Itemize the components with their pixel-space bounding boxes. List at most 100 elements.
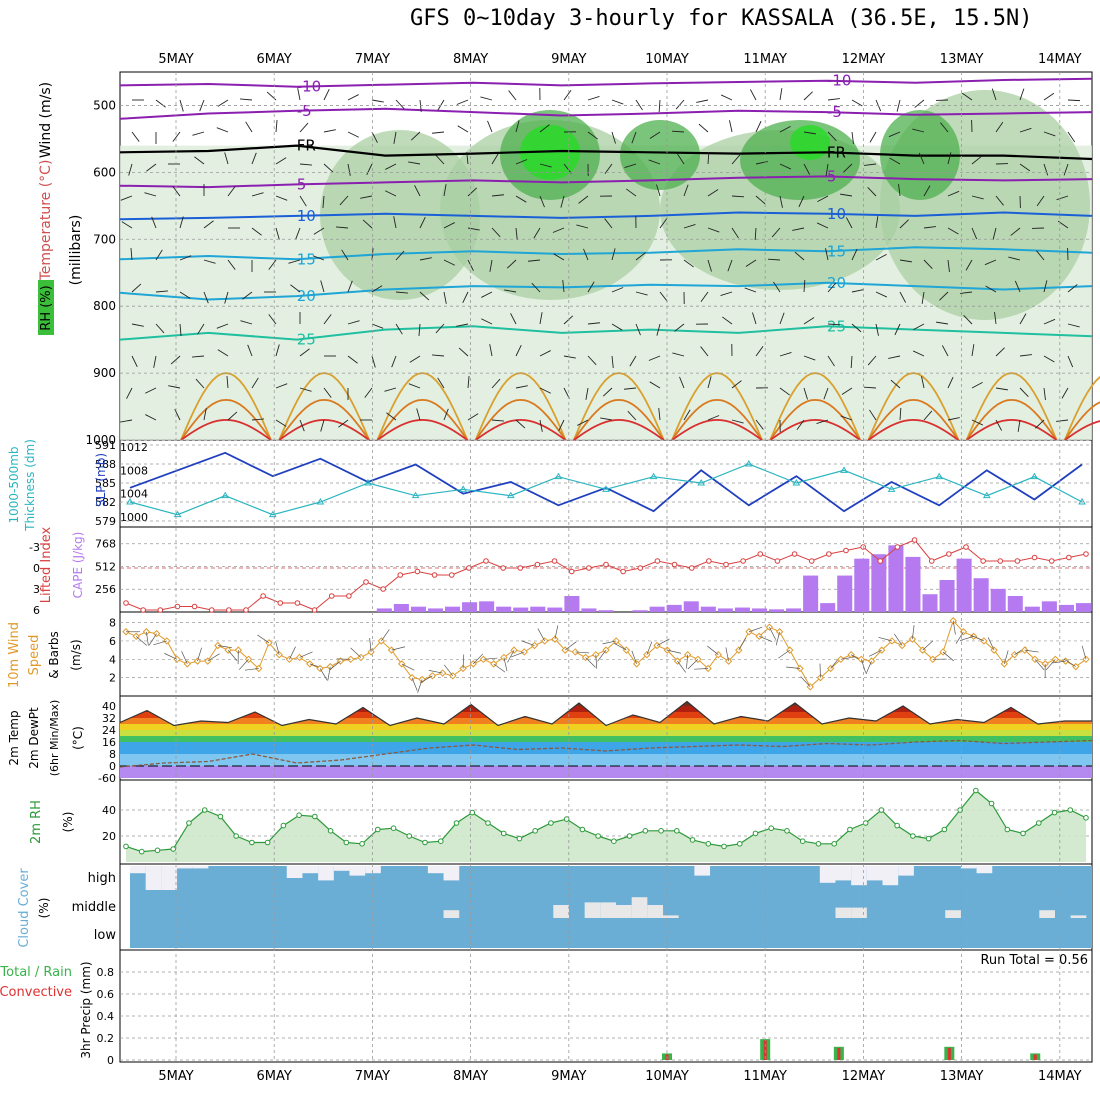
wind-barb [443, 408, 449, 421]
surface-wind-barb [602, 640, 617, 645]
cape-bar [905, 556, 921, 612]
wind-barb [624, 163, 637, 168]
temp-tick-label: 8 [109, 748, 116, 761]
surface-wind-barb [869, 649, 882, 657]
rh-point [375, 826, 381, 833]
rh-blob [520, 125, 580, 180]
wind-barb [827, 323, 841, 326]
wind-barb [896, 99, 901, 112]
wind-barb [779, 387, 790, 396]
warm-contour [671, 418, 763, 441]
surface-wind-barb [350, 647, 362, 658]
wind-barb [752, 312, 757, 325]
wind-barb [515, 227, 518, 240]
rh-blob [440, 120, 660, 300]
wind-barb [384, 387, 397, 392]
wind-barb [539, 124, 550, 133]
wind-speed-point [704, 664, 712, 673]
wind-barb [489, 344, 493, 357]
surface-wind-barb [955, 631, 964, 644]
date-label-top: 13MAY [940, 52, 984, 67]
wind-barb [779, 352, 792, 357]
wind-barb [323, 387, 332, 398]
wind-barb [1043, 355, 1055, 363]
wind-barb [131, 131, 140, 142]
cape-tick-label: 512 [95, 560, 116, 573]
wind-barb [851, 131, 854, 144]
lifted-index-point [1048, 558, 1055, 564]
wind-barb [203, 291, 209, 304]
isotherm-label: 5 [827, 167, 837, 185]
wind-barb [875, 291, 888, 298]
wind-barb [602, 387, 613, 397]
wind-barb [480, 96, 493, 101]
cloud-middle-gap [600, 902, 616, 918]
thickness-point [697, 479, 706, 486]
rh-point [862, 820, 869, 826]
surface-wind-barb [922, 640, 934, 651]
surface-wind-barb [894, 633, 903, 646]
surface-wind-barb [878, 636, 893, 642]
lifted-index-point [346, 593, 352, 599]
lifted-index-point [877, 558, 884, 564]
rh-point [201, 807, 208, 813]
wind-barb [629, 355, 637, 367]
lifted-index-point [311, 607, 318, 613]
wind-barb [371, 355, 376, 368]
wind-barb [558, 419, 565, 431]
lifted-index-point [637, 565, 644, 571]
isotherm-label: 5 [297, 175, 307, 193]
surface-wind-barb [503, 657, 508, 672]
wind-barb [1019, 127, 1032, 133]
date-label-bottom: 14MAY [1038, 1069, 1082, 1084]
wind-barb [611, 287, 624, 293]
wind-barb [899, 291, 907, 303]
wind-speed-point [643, 650, 651, 659]
thickness-point [982, 491, 991, 499]
wind-barb [939, 291, 949, 301]
dewpoint-label: 2m DewPt [27, 707, 41, 769]
wind-barb [600, 417, 613, 421]
wind-barb [323, 129, 336, 133]
surface-wind-barb [759, 636, 773, 642]
wind-barb [898, 184, 901, 197]
date-label-top: 6MAY [257, 52, 292, 67]
thickness-tick-label: 591 [95, 439, 116, 452]
wind-barb [199, 99, 205, 112]
cape-bar [700, 606, 716, 612]
wind-barb [803, 387, 808, 400]
wind-barb [1067, 323, 1080, 328]
wind-barb [995, 387, 1008, 391]
thickness-tick-label: 585 [95, 477, 116, 490]
date-label-bottom: 9MAY [551, 1069, 586, 1084]
cape-bar [427, 608, 443, 612]
wind-barb [126, 387, 133, 399]
cloud-middle-gap [835, 907, 852, 918]
wind-barb [435, 323, 445, 334]
rh-tick-label: 40 [102, 804, 116, 817]
precip-convective-bar [947, 1047, 951, 1060]
wind-barb [995, 195, 1004, 206]
warm-contour [867, 418, 959, 441]
wind-barb [971, 344, 975, 357]
wind-barb [841, 387, 853, 395]
wind-barb [410, 131, 421, 141]
wind-barb [659, 218, 668, 229]
wind-barb [963, 315, 973, 325]
isotherm-label: 25 [297, 331, 316, 349]
wind-barb [995, 419, 1003, 431]
surface-wind-barb [411, 677, 418, 691]
wind-barb [216, 127, 229, 133]
wind-barb [648, 159, 661, 165]
slp-series-line [129, 451, 1083, 513]
slp-tick-label: 1012 [120, 441, 148, 454]
wind-barb [816, 419, 829, 424]
rh-point [815, 841, 822, 847]
wind-barb [563, 315, 574, 325]
rh-point [312, 813, 318, 820]
cloud-level-label: middle [72, 900, 116, 915]
wind-barb [971, 195, 984, 200]
rh-point [973, 787, 979, 794]
wind-barb [487, 120, 493, 133]
wind-barb [720, 291, 733, 296]
